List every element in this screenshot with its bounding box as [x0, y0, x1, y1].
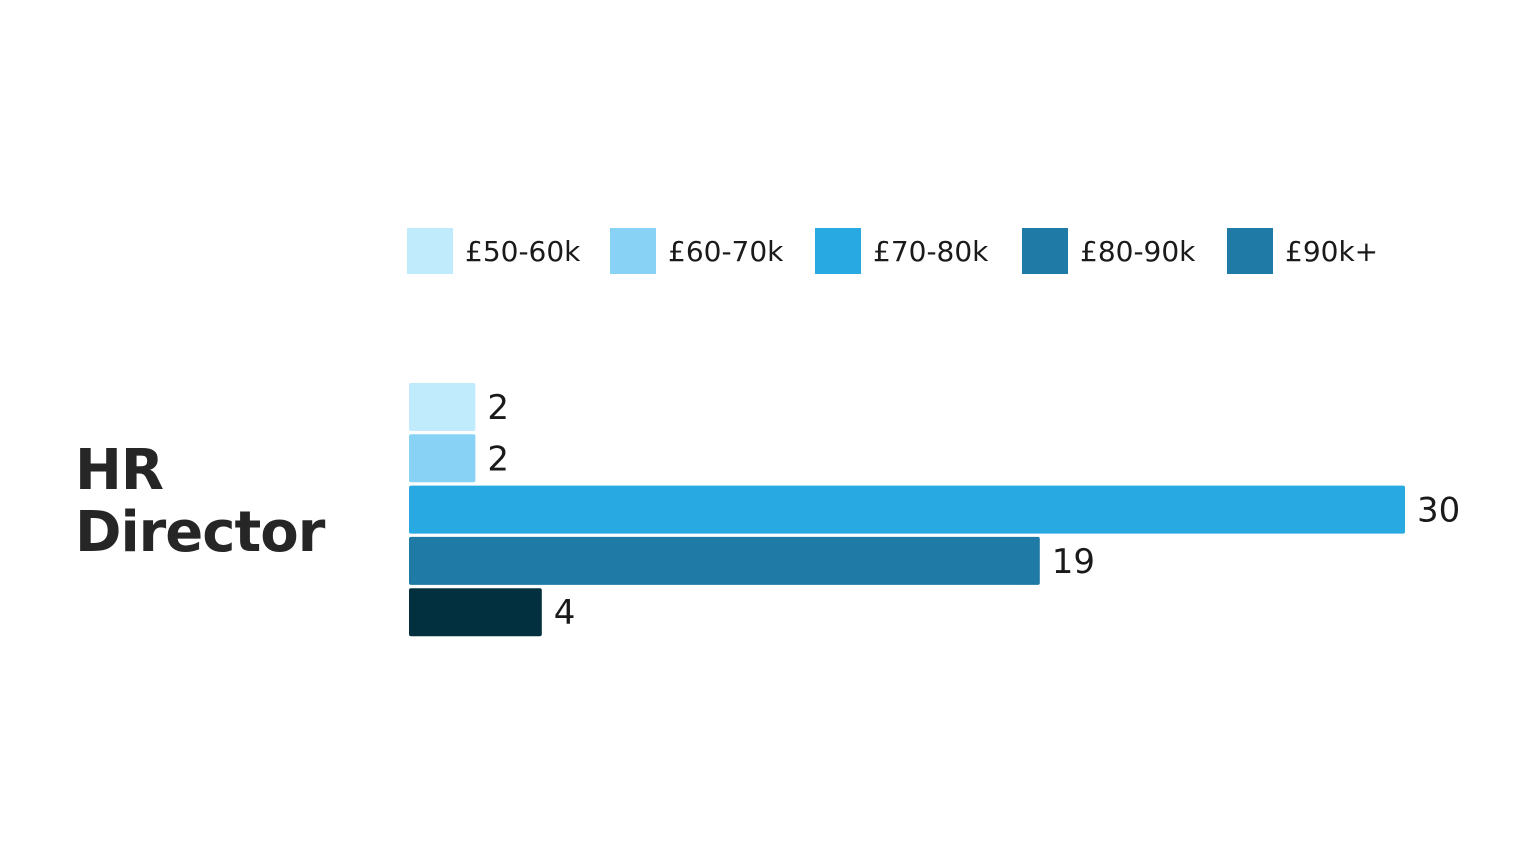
data-labels: 2 2 30 19 4	[487, 388, 1460, 633]
bars	[409, 383, 1405, 637]
legend-label-0: £50-60k	[465, 235, 581, 268]
legend-label-2: £70-80k	[873, 235, 989, 268]
legend-swatch-1	[610, 228, 656, 274]
bar-1	[409, 434, 476, 483]
legend-label-3: £80-90k	[1080, 235, 1196, 268]
bar-0	[409, 383, 476, 431]
chart-title: HR Director	[75, 438, 325, 565]
legend-swatch-3	[1022, 228, 1068, 274]
legend-swatch-2	[815, 228, 861, 274]
legend-label-1: £60-70k	[668, 235, 784, 268]
bar-4	[409, 588, 542, 637]
title-line-2: Director	[75, 500, 325, 565]
data-label-3: 19	[1052, 542, 1095, 582]
data-label-0: 2	[487, 388, 509, 428]
data-label-4: 4	[554, 593, 576, 633]
legend: £50-60k £60-70k £70-80k £80-90k £90k+	[407, 228, 1378, 274]
data-label-1: 2	[487, 439, 509, 479]
data-label-2: 30	[1417, 491, 1460, 531]
legend-label-4: £90k+	[1285, 235, 1378, 268]
bar-2	[409, 485, 1405, 534]
legend-swatch-4	[1227, 228, 1273, 274]
legend-swatch-0	[407, 228, 453, 274]
title-line-1: HR	[75, 438, 164, 503]
bar-3	[409, 536, 1040, 585]
